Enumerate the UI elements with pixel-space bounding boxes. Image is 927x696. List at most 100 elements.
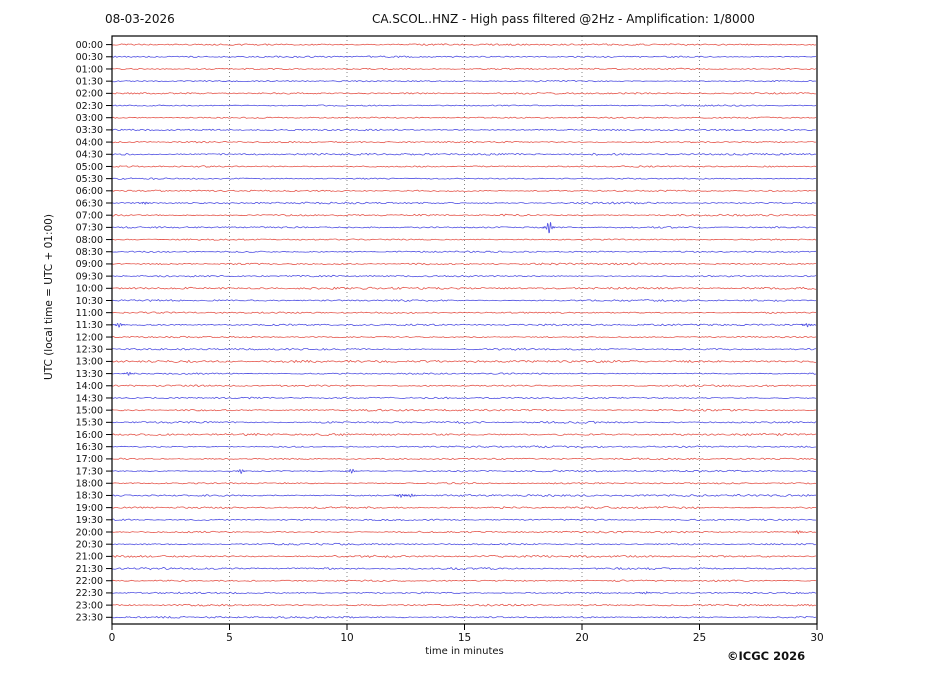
trace-1900 — [111, 506, 817, 510]
y-tick-label: 11:00 — [76, 308, 103, 319]
y-tick-label: 12:30 — [76, 345, 103, 356]
x-tick-label: 15 — [458, 632, 471, 644]
trace-0030 — [111, 55, 817, 59]
y-tick-label: 00:00 — [76, 40, 103, 51]
y-tick-label: 03:30 — [76, 125, 103, 136]
trace-0100 — [111, 67, 817, 71]
x-tick-label: 25 — [693, 632, 706, 644]
y-tick-label: 19:30 — [76, 515, 103, 526]
trace-2000 — [111, 530, 817, 535]
y-tick-label: 09:00 — [76, 259, 103, 270]
trace-0630 — [111, 201, 817, 205]
y-tick-label: 09:30 — [76, 271, 103, 282]
trace-0430 — [111, 152, 817, 156]
trace-1130 — [111, 323, 817, 328]
x-tick-label: 30 — [810, 632, 823, 644]
y-tick-label: 10:30 — [76, 296, 103, 307]
y-tick-label: 06:00 — [76, 186, 103, 197]
copyright: ©ICGC 2026 — [727, 649, 806, 663]
trace-0330 — [111, 128, 817, 132]
trace-2300 — [111, 603, 817, 607]
y-tick-label: 19:00 — [76, 503, 103, 514]
y-tick-label: 04:00 — [76, 137, 103, 148]
trace-1230 — [111, 347, 817, 351]
y-tick-label: 20:00 — [76, 527, 103, 538]
trace-0530 — [111, 177, 817, 180]
y-tick-label: 05:30 — [76, 174, 103, 185]
y-tick-label: 05:00 — [76, 162, 103, 173]
trace-2200 — [111, 579, 817, 582]
trace-1530 — [111, 420, 817, 424]
y-tick-label: 18:30 — [76, 491, 103, 502]
trace-1400 — [111, 384, 817, 388]
y-tick-label: 22:00 — [76, 576, 103, 587]
y-tick-label: 21:00 — [76, 552, 103, 563]
y-tick-label: 04:30 — [76, 150, 103, 161]
y-tick-label: 18:00 — [76, 479, 103, 490]
y-tick-label: 00:30 — [76, 52, 103, 63]
x-axis-title: time in minutes — [425, 646, 504, 657]
trace-0500 — [111, 165, 817, 168]
y-tick-label: 15:00 — [76, 405, 103, 416]
trace-0230 — [111, 104, 817, 107]
y-tick-label: 17:30 — [76, 466, 103, 477]
y-axis-title: UTC (local time = UTC + 01:00) — [43, 214, 55, 380]
chart-date: 08-03-2026 — [105, 12, 175, 26]
trace-1630 — [111, 445, 817, 449]
y-tick-label: 01:00 — [76, 64, 103, 75]
trace-1430 — [111, 396, 817, 400]
y-tick-label: 07:30 — [76, 223, 103, 234]
trace-0830 — [111, 250, 817, 253]
trace-1330 — [111, 371, 817, 376]
trace-1730 — [111, 468, 817, 474]
trace-0000 — [111, 43, 817, 46]
trace-1200 — [111, 335, 817, 339]
y-tick-label: 10:00 — [76, 284, 103, 295]
y-tick-label: 20:30 — [76, 539, 103, 550]
y-tick-label: 06:30 — [76, 198, 103, 209]
trace-0400 — [111, 140, 817, 144]
trace-1830 — [111, 493, 817, 498]
y-tick-label: 16:30 — [76, 442, 103, 453]
y-tick-label: 23:30 — [76, 613, 103, 624]
trace-2130 — [111, 567, 817, 571]
y-tick-label: 21:30 — [76, 564, 103, 575]
y-tick-label: 11:30 — [76, 320, 103, 331]
trace-0130 — [111, 80, 817, 83]
y-tick-label: 23:00 — [76, 600, 103, 611]
trace-1030 — [111, 299, 817, 302]
chart-title: CA.SCOL..HNZ - High pass filtered @2Hz -… — [372, 12, 755, 26]
trace-1600 — [111, 432, 817, 437]
y-tick-label: 03:00 — [76, 113, 103, 124]
x-tick-label: 10 — [340, 632, 353, 644]
y-tick-label: 13:30 — [76, 369, 103, 380]
trace-2330 — [111, 616, 817, 619]
trace-2030 — [112, 542, 817, 546]
y-tick-label: 15:30 — [76, 418, 103, 429]
trace-0900 — [111, 262, 817, 266]
trace-0730 — [111, 221, 817, 234]
y-tick-label: 16:00 — [76, 430, 103, 441]
trace-1930 — [111, 518, 817, 522]
y-tick-label: 01:30 — [76, 76, 103, 87]
y-tick-label: 17:00 — [76, 454, 103, 465]
trace-0700 — [111, 213, 817, 217]
x-tick-label: 0 — [109, 632, 116, 644]
y-tick-label: 12:00 — [76, 332, 103, 343]
y-tick-label: 02:30 — [76, 101, 103, 112]
y-tick-label: 08:30 — [76, 247, 103, 258]
trace-0930 — [111, 274, 817, 278]
x-tick-label: 5 — [226, 632, 233, 644]
trace-1000 — [111, 286, 817, 290]
y-tick-label: 07:00 — [76, 210, 103, 221]
trace-1700 — [111, 457, 817, 461]
trace-0600 — [111, 189, 817, 193]
trace-2230 — [111, 591, 817, 595]
trace-1800 — [111, 482, 817, 485]
trace-0300 — [111, 116, 817, 119]
y-tick-label: 02:00 — [76, 89, 103, 100]
trace-2100 — [111, 554, 817, 558]
trace-0200 — [111, 92, 817, 95]
y-tick-label: 14:00 — [76, 381, 103, 392]
